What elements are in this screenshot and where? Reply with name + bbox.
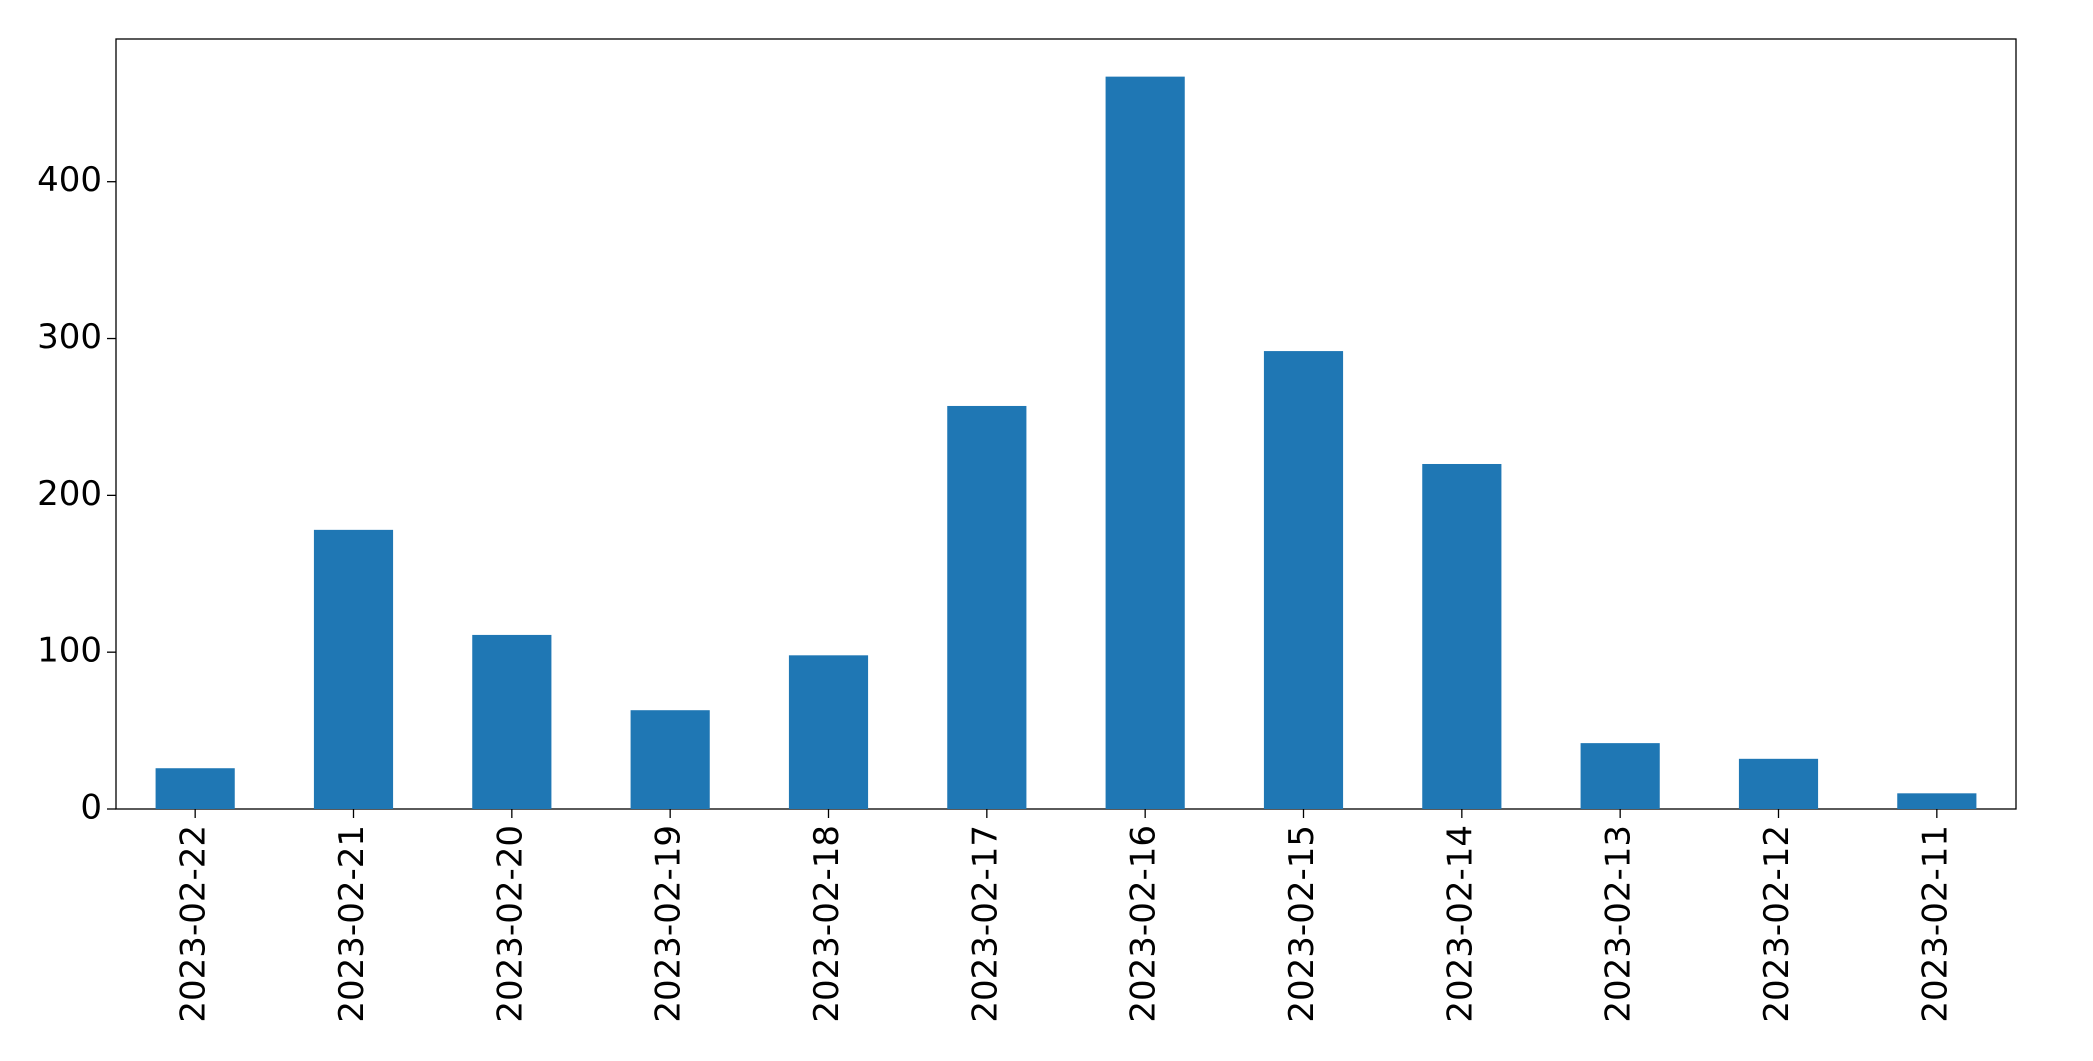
x-tick-label: 2023-02-17 — [965, 825, 1005, 1023]
y-tick-label: 400 — [37, 160, 102, 200]
bar — [313, 529, 394, 809]
x-tick-label: 2023-02-13 — [1599, 825, 1639, 1023]
y-tick-label: 100 — [37, 631, 102, 671]
plot-frame — [115, 38, 2017, 810]
x-tick-label: 2023-02-18 — [807, 825, 847, 1023]
x-tick-label: 2023-02-11 — [1915, 825, 1955, 1023]
bar — [1263, 351, 1344, 809]
x-tick-label: 2023-02-19 — [649, 825, 689, 1023]
x-tick-label: 2023-02-15 — [1282, 825, 1322, 1023]
bar — [1422, 463, 1502, 809]
bar — [947, 405, 1027, 809]
y-tick-label: 300 — [37, 317, 102, 357]
x-tick-label: 2023-02-21 — [332, 825, 372, 1023]
bar — [1580, 743, 1660, 809]
x-tick-label: 2023-02-16 — [1124, 825, 1164, 1023]
bar — [1105, 76, 1185, 810]
x-tick-label: 2023-02-22 — [174, 825, 214, 1023]
bar — [1897, 793, 1977, 809]
x-tick-label: 2023-02-14 — [1440, 825, 1480, 1023]
y-tick-label: 0 — [80, 788, 102, 828]
bar — [155, 768, 235, 809]
bar — [1738, 758, 1819, 809]
bar — [472, 634, 552, 809]
y-tick-label: 200 — [37, 474, 102, 514]
bar — [630, 710, 710, 809]
x-tick-label: 2023-02-12 — [1757, 825, 1797, 1023]
x-tick-label: 2023-02-20 — [490, 825, 530, 1023]
bar — [788, 655, 869, 809]
